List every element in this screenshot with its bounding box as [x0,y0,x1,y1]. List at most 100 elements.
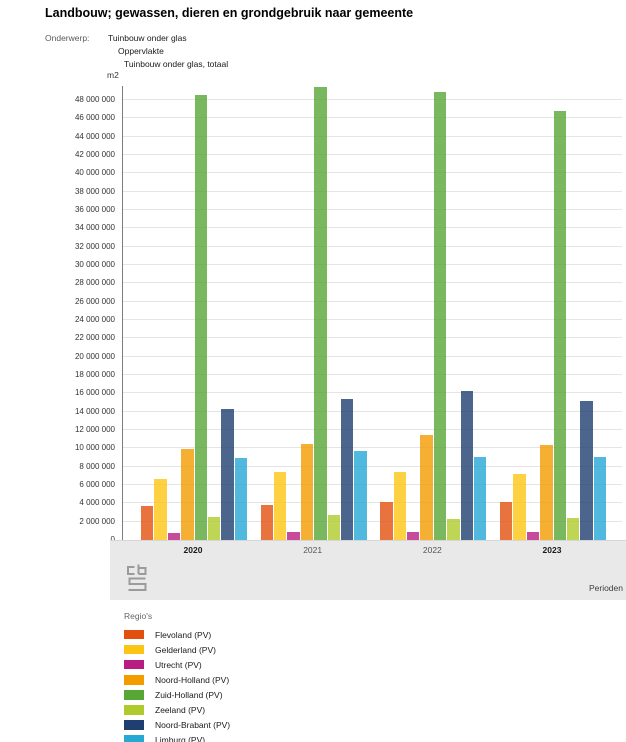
y-axis-tick-label: 38 000 000 [74,186,115,196]
y-axis-tick-label: 10 000 000 [74,443,115,453]
bar-zuid-holland-pv-2023[interactable] [553,111,566,540]
y-axis-tick-label: 36 000 000 [74,205,115,214]
bar-noord-holland-pv-2020[interactable] [181,449,194,540]
bar-group-2022 [380,86,487,540]
bar-noord-holland-pv-2021[interactable] [300,443,314,540]
legend-label: Flevoland (PV) [155,629,212,640]
legend-item-utrecht-pv: Utrecht (PV) [124,657,230,672]
gridline [123,154,622,155]
gridline [123,227,622,229]
gridline [123,300,622,302]
bar-limburg-pv-2022[interactable] [473,456,487,540]
legend-label: Noord-Holland (PV) [155,674,230,685]
y-axis-tick-label: 12 000 000 [74,425,115,434]
bar-flevoland-pv-2021[interactable] [260,505,274,540]
bar-utrecht-pv-2020[interactable] [167,532,181,540]
gridline [123,99,622,100]
y-axis-tick-label: 30 000 000 [74,260,115,269]
bar-zuid-holland-pv-2021[interactable] [314,87,327,540]
bar-flevoland-pv-2022[interactable] [380,501,393,540]
y-axis-tick-label: 34 000 000 [74,223,115,233]
legend-swatch [124,690,144,700]
legend-label: Zeeland (PV) [155,705,206,716]
gridline [123,502,622,504]
y-axis-tick-label: 8 000 000 [79,461,115,471]
legend-swatch [124,720,144,730]
legend-label: Zuid-Holland (PV) [155,689,223,700]
bar-noord-brabant-pv-2023[interactable] [580,400,593,540]
gridline [123,190,622,192]
bar-utrecht-pv-2022[interactable] [407,531,420,540]
y-axis-unit-label: m2 [107,70,119,80]
y-axis-tick-label: 28 000 000 [74,278,115,288]
page-title: Landbouw; gewassen, dieren en grondgebru… [45,6,414,20]
bar-noord-brabant-pv-2022[interactable] [460,390,473,540]
y-axis-labels: 0 2 000 000 4 000 000 6 000 000 8 000 000 10 … [0,86,115,544]
gridline [123,429,622,430]
legend-label: Utrecht (PV) [155,659,202,670]
y-axis-tick-label: 18 000 000 [74,370,115,379]
y-axis-tick-label: 44 000 000 [74,131,115,141]
gridline [123,520,622,522]
gridline [123,410,622,412]
bar-zuid-holland-pv-2022[interactable] [433,91,447,540]
y-axis-tick-label: 24 000 000 [74,315,115,324]
gridline [123,447,622,449]
bar-limburg-pv-2023[interactable] [593,456,606,540]
legend-title: Regio's [124,611,153,621]
y-axis-tick-label: 4 000 000 [79,498,115,508]
bar-utrecht-pv-2021[interactable] [287,531,300,540]
bar-limburg-pv-2021[interactable] [354,451,367,540]
bar-zeeland-pv-2020[interactable] [207,517,221,540]
x-axis-tick-label-2023: 2023 [542,545,562,555]
bar-flevoland-pv-2023[interactable] [500,502,513,540]
y-axis-tick-label: 2 000 000 [79,516,115,526]
gridline [123,374,622,375]
chart-plot-area [122,86,622,540]
legend-item-noord-brabant-pv: Noord-Brabant (PV) [124,718,230,733]
legend-label: Limburg (PV) [155,735,206,742]
x-axis-tick-label-2021: 2021 [303,545,323,555]
subject-line: Tuinbouw onder glas [108,33,187,43]
bar-noord-holland-pv-2023[interactable] [540,444,553,540]
x-axis-title: Perioden [588,583,623,593]
subject-line: Oppervlakte [118,46,164,56]
legend-swatch [124,675,144,685]
bar-gelderland-pv-2022[interactable] [393,472,407,540]
gridline [123,135,622,137]
bar-noord-brabant-pv-2021[interactable] [340,398,354,540]
bar-group-2023 [500,86,607,540]
legend-swatch [124,735,144,742]
y-axis-tick-label: 32 000 000 [74,241,115,251]
gridline [123,465,622,467]
subject-line: Tuinbouw onder glas, totaal [124,59,229,69]
bar-gelderland-pv-2020[interactable] [154,478,167,540]
legend-label: Gelderland (PV) [155,644,216,655]
bar-gelderland-pv-2021[interactable] [274,472,287,540]
x-axis-strip: Perioden 2020 2021 2022 2023 [110,540,626,600]
bar-noord-brabant-pv-2020[interactable] [221,408,234,540]
legend-item-flevoland-pv: Flevoland (PV) [124,627,230,642]
gridline [123,172,622,174]
y-axis-tick-label: 20 000 000 [74,351,115,361]
legend-label: Noord-Brabant (PV) [155,720,231,731]
y-axis-tick-label: 22 000 000 [74,333,115,343]
bar-utrecht-pv-2023[interactable] [526,531,540,540]
bar-zeeland-pv-2023[interactable] [566,518,580,540]
y-axis-tick-label: 0 [0,535,115,545]
gridline [123,209,622,210]
y-axis-tick-label: 40 000 000 [74,168,115,178]
bar-zeeland-pv-2021[interactable] [327,515,340,540]
bar-limburg-pv-2020[interactable] [234,457,247,540]
bar-gelderland-pv-2023[interactable] [513,474,526,540]
cbs-logo-icon [125,563,149,602]
bar-noord-holland-pv-2022[interactable] [420,434,433,540]
gridline [123,355,622,357]
legend-swatch [124,644,144,655]
bar-zeeland-pv-2022[interactable] [447,518,460,540]
x-axis-tick-label-2020: 2020 [183,545,203,555]
bar-zuid-holland-pv-2020[interactable] [194,95,207,540]
y-axis-tick-label: 48 000 000 [74,95,115,104]
bar-flevoland-pv-2020[interactable] [141,506,154,540]
